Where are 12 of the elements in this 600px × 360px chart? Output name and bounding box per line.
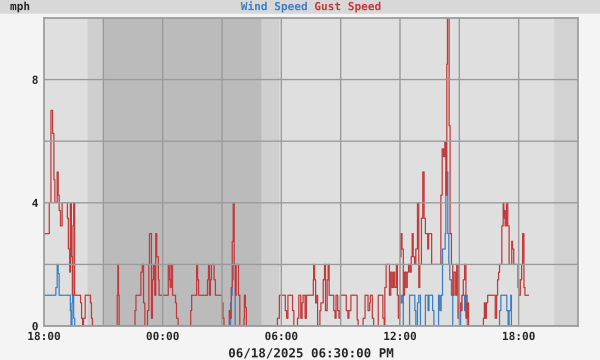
x-tick-label: 00:00: [146, 332, 179, 340]
y-tick-label: 4: [32, 198, 38, 208]
text: Gust Speed: [314, 2, 380, 12]
text: Wind Speed: [240, 1, 307, 12]
y-tick-label: 0: [32, 322, 38, 330]
x-tick-label: 18:00: [28, 332, 60, 340]
y-tick-label: 8: [32, 76, 38, 84]
x-tick-label: 06:00: [265, 332, 298, 340]
y-axis-title: mph: [10, 2, 30, 12]
x-tick-label: 18:00: [502, 332, 535, 340]
x-axis-title: 06/18/2025 06:30:00 PM: [228, 348, 394, 359]
x-tick-label: 12:00: [384, 332, 416, 340]
